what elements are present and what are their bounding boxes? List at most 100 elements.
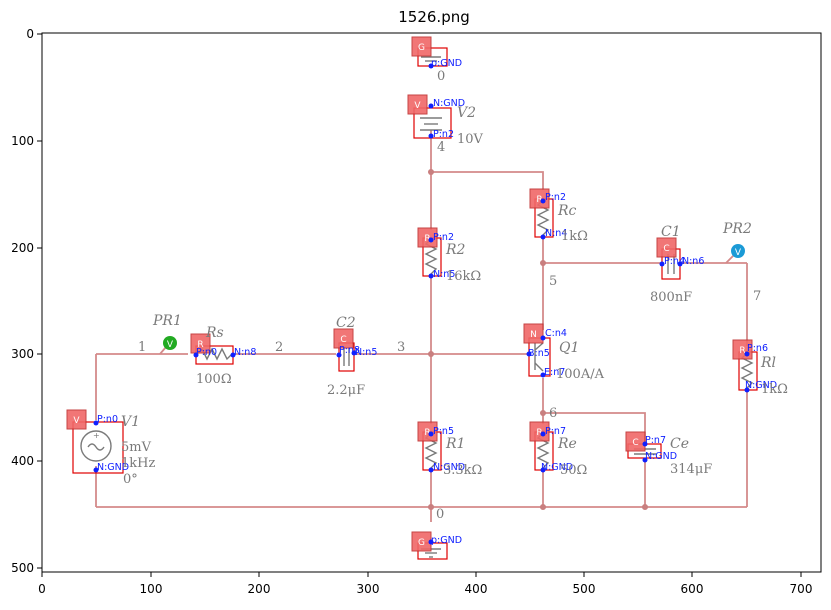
y-tick-label: 300 [11, 347, 34, 361]
component-value: 10V [457, 132, 484, 147]
probe-name: PR1 [152, 313, 182, 329]
net-label: 0 [437, 69, 445, 84]
capacitor-ce: C P:n7 N:GND Ce 314μF [625, 431, 712, 477]
x-tick-label: 600 [681, 582, 704, 596]
x-tick-label: 500 [573, 582, 596, 596]
net-label: 4 [437, 140, 445, 155]
pin-label: B:n5 [528, 348, 550, 359]
ground-symbol-top: G p:GND 0 [411, 36, 462, 84]
pin-label: P:n6 [747, 343, 768, 354]
component-value: 1kHz [121, 456, 155, 471]
net-label: 5 [549, 274, 557, 289]
net-labels: 1 2 3 5 6 7 [138, 274, 761, 421]
resistor-rs: R P:n0 N:n8 Rs 100Ω [190, 325, 256, 387]
net-label: 1 [138, 340, 146, 355]
plus-sign: + [93, 431, 100, 440]
voltage-probe-pr1: PR1 V [152, 313, 182, 350]
pin-label: N:n8 [234, 347, 256, 358]
resistor-badge: R [424, 234, 430, 244]
y-tick-label: 400 [11, 454, 34, 468]
pin-label: P:n7 [545, 426, 566, 437]
x-tick-label: 200 [248, 582, 271, 596]
component-value: 50Ω [560, 463, 587, 478]
y-tick-label: 0 [26, 27, 34, 41]
pin-label: P:n7 [645, 435, 666, 446]
pin-label: P:n2 [545, 192, 566, 203]
pin-label: P:n4 [664, 256, 685, 267]
net-label: 3 [397, 340, 405, 355]
component-value: 1kΩ [561, 229, 588, 244]
pin-label: P:n8 [339, 345, 360, 356]
component-value: 0° [123, 472, 138, 487]
component-value: 1kΩ [761, 382, 788, 397]
axes-frame [41, 32, 822, 573]
pin-label: p:GND [431, 535, 462, 546]
probe-glyph: V [167, 340, 174, 350]
y-tick-label: 200 [11, 241, 34, 255]
pin-label: P:n2 [433, 129, 454, 140]
pin-label: P:n5 [433, 426, 454, 437]
net-label: 6 [549, 406, 557, 421]
component-name: R2 [445, 242, 466, 258]
junctions [428, 169, 648, 510]
resistor-rc: R P:n2 N:n4 Rc 1kΩ [529, 188, 588, 244]
x-tick-label: 700 [790, 582, 813, 596]
component-name: Q1 [559, 340, 579, 356]
pin-label: N:GND [433, 98, 465, 109]
component-value: 800nF [650, 290, 692, 305]
x-tick-label: 0 [38, 582, 46, 596]
component-value: 2.2μF [327, 383, 365, 398]
resistor-re: R P:n7 N:GND Re 50Ω [529, 421, 587, 478]
transistor-q1: N C:n4 B:n5 E:n7 Q1 100A/A [523, 323, 605, 382]
capacitor-badge: C [663, 244, 669, 254]
component-name: C1 [661, 224, 681, 240]
pin-label: N:n6 [682, 256, 704, 267]
resistor-badge: R [197, 340, 203, 350]
component-name: C2 [336, 315, 356, 331]
figure-title: 1526.png [398, 8, 470, 26]
resistor-badge: R [739, 346, 745, 356]
wires [95, 130, 748, 522]
component-value: 100A/A [556, 367, 605, 382]
y-tick-label: 500 [11, 561, 34, 575]
component-name: Re [557, 436, 577, 452]
capacitor-badge: C [340, 335, 346, 345]
resistor-badge: R [424, 428, 430, 438]
pin-label: p:GND [431, 58, 462, 69]
component-name: Ce [670, 436, 689, 452]
transistor-badge: N [530, 330, 537, 340]
pin-label: P:n0 [196, 347, 217, 358]
probe-name: PR2 [722, 221, 752, 237]
component-name: Rc [557, 203, 577, 219]
voltage-probe-pr2: PR2 V [722, 221, 752, 258]
component-name: V1 [121, 414, 140, 430]
net-label: 0 [436, 507, 444, 522]
resistor-r1: R P:n5 N:GND R1 3.3kΩ [417, 421, 482, 478]
dc-source-v2: V N:GND P:n2 V2 10V 4 [407, 94, 484, 155]
component-value: 5mV [121, 440, 152, 455]
y-tick-label: 100 [11, 134, 34, 148]
component-name: Rs [205, 325, 224, 341]
capacitor-c2: C P:n8 N:n5 C2 2.2μF [327, 315, 377, 398]
ac-source-v1: + V P:n0 N:GND V1 5mV 1kHz 0° [66, 409, 155, 487]
probe-glyph: V [735, 248, 742, 258]
resistor-badge: R [536, 428, 542, 438]
y-axis: 0 100 200 300 400 500 [11, 27, 42, 575]
net-label: 2 [275, 340, 283, 355]
resistor-badge: R [536, 195, 542, 205]
component-name: V2 [457, 105, 476, 121]
source-badge: V [73, 416, 80, 426]
pin-label: P:n2 [433, 232, 454, 243]
pin-label: N:GND [745, 380, 777, 391]
pin-label: N:GND [645, 451, 677, 462]
x-tick-label: 400 [465, 582, 488, 596]
component-value: 314μF [670, 462, 712, 477]
capacitor-badge: C [632, 438, 638, 448]
probe-icon [731, 244, 745, 258]
pin-label: N:n4 [545, 228, 567, 239]
probe-icon [163, 336, 177, 350]
component-value: 3.3kΩ [443, 463, 482, 478]
pin-label: N:GND [97, 462, 129, 473]
pin-label: N:GND [433, 462, 465, 473]
